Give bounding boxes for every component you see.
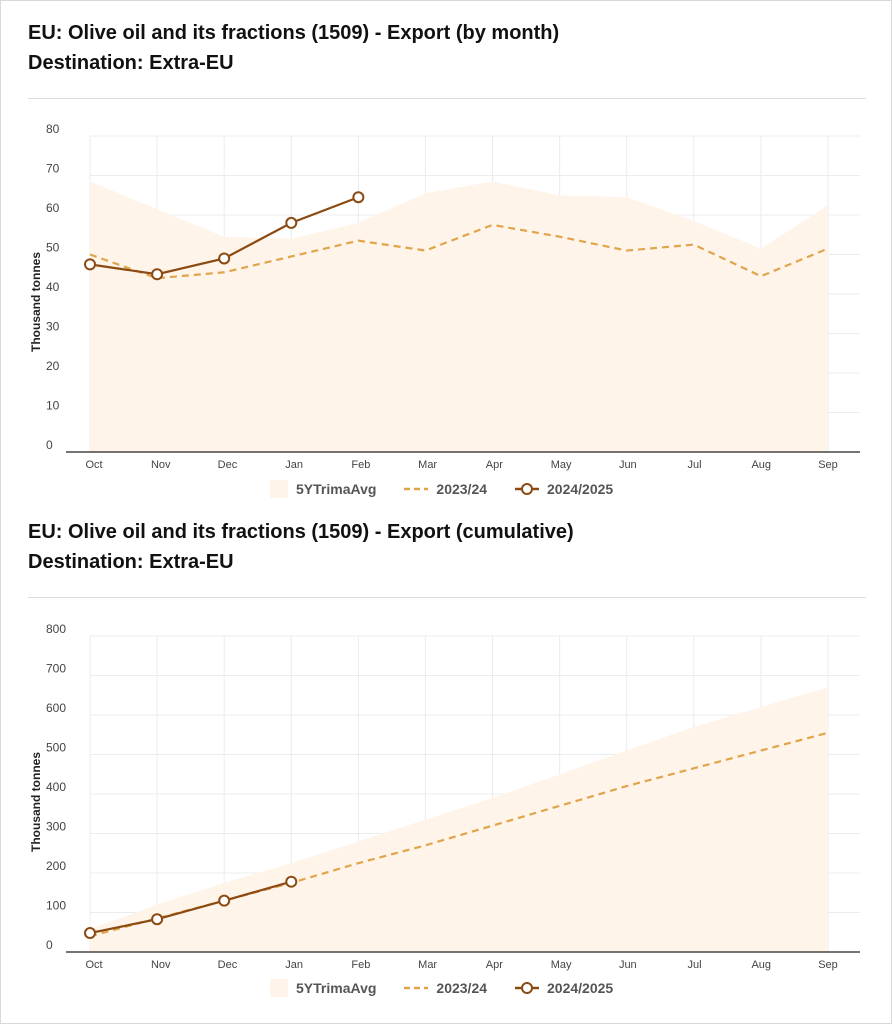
chart-subtitle: Destination: Extra-EU — [28, 551, 234, 573]
marker-line-icon — [515, 483, 540, 495]
x-tick-label: Dec — [218, 459, 238, 471]
legend-item-5ytrimaavg[interactable]: 5YTrimaAvg — [270, 480, 376, 498]
x-tick-label: Jan — [285, 959, 303, 971]
x-tick-label: Jul — [688, 459, 702, 471]
area-swatch-icon — [270, 979, 288, 997]
data-point-2024-2025 — [218, 894, 231, 907]
x-tick-label: Sep — [818, 459, 838, 471]
data-point-2024-2025 — [285, 875, 298, 888]
title-divider — [28, 597, 866, 598]
data-point-2024-2025 — [352, 191, 365, 204]
x-tick-label: Mar — [418, 459, 437, 471]
series-area-5ytrimaavg — [90, 181, 828, 453]
dashed-line-icon — [404, 487, 429, 491]
data-point-2024-2025 — [218, 252, 231, 265]
dashed-line-icon — [404, 986, 429, 990]
y-tick-label: 40 — [46, 280, 60, 294]
legend-label: 2024/2025 — [547, 481, 614, 497]
x-tick-label: May — [551, 459, 572, 471]
x-tick-label: Nov — [151, 959, 171, 971]
y-tick-label: 600 — [46, 701, 66, 715]
y-tick-label: 800 — [46, 622, 66, 636]
legend-item-2023-24[interactable]: 2023/24 — [404, 980, 487, 996]
x-tick-label: Mar — [418, 959, 437, 971]
x-tick-label: Jan — [285, 459, 303, 471]
cumulative-export-chart: 0 100 200 300 400 500 600 700 800 Oct Nov Dec Jan Feb… — [29, 622, 860, 971]
x-tick-label: Feb — [351, 459, 370, 471]
data-point-2024-2025 — [285, 216, 298, 229]
legend-label: 2024/2025 — [547, 980, 614, 996]
y-tick-label: 400 — [46, 780, 66, 794]
chart-subtitle: Destination: Extra-EU — [28, 52, 234, 74]
y-tick-label: 20 — [46, 359, 60, 373]
y-axis-title: Thousand tonnes — [29, 752, 43, 852]
legend-item-2024-2025[interactable]: 2024/2025 — [515, 481, 613, 497]
data-point-2024-2025 — [84, 258, 96, 271]
y-tick-label: 60 — [46, 201, 60, 215]
legend-label: 2023/24 — [436, 980, 488, 996]
x-tick-label: Nov — [151, 459, 171, 471]
series-area-5ytrimaavg — [90, 687, 828, 952]
data-point-2024-2025 — [151, 268, 164, 281]
chart-legend: 5YTrimaAvg 2023/24 2024/2025 — [270, 480, 641, 498]
area-swatch-icon — [270, 480, 288, 498]
x-tick-label: Jul — [688, 959, 702, 971]
data-point-2024-2025 — [151, 913, 164, 926]
legend-item-5ytrimaavg[interactable]: 5YTrimaAvg — [270, 979, 376, 997]
chart-title: EU: Olive oil and its fractions (1509) -… — [28, 22, 560, 44]
legend-label: 5YTrimaAvg — [296, 980, 377, 996]
legend-item-2023-24[interactable]: 2023/24 — [404, 481, 487, 497]
y-tick-label: 700 — [46, 662, 66, 676]
x-tick-label: Apr — [486, 959, 503, 971]
x-tick-label: Sep — [818, 959, 838, 971]
y-tick-label: 50 — [46, 241, 60, 255]
y-tick-label: 30 — [46, 320, 60, 334]
legend-label: 2023/24 — [436, 481, 488, 497]
x-tick-label: Feb — [351, 959, 370, 971]
y-tick-label: 80 — [46, 122, 60, 136]
y-tick-label: 70 — [46, 162, 60, 176]
y-tick-label: 0 — [46, 938, 53, 952]
y-tick-label: 500 — [46, 741, 66, 755]
y-tick-label: 10 — [46, 399, 60, 413]
chart-title: EU: Olive oil and its fractions (1509) -… — [28, 521, 574, 543]
x-tick-label: Apr — [486, 459, 503, 471]
x-tick-label: Jun — [619, 459, 637, 471]
y-tick-label: 0 — [46, 438, 53, 452]
x-tick-label: May — [551, 959, 572, 971]
title-divider — [28, 98, 866, 99]
monthly-export-chart: 0 10 20 30 40 50 60 70 80 Oct Nov Dec Jan Feb Mar Apr Ma… — [29, 122, 860, 471]
series-line-2023-24 — [89, 731, 829, 938]
y-tick-label: 100 — [46, 899, 66, 913]
x-tick-label: Oct — [85, 959, 102, 971]
marker-line-icon — [515, 982, 540, 994]
x-tick-label: Aug — [751, 459, 771, 471]
x-tick-label: Aug — [751, 959, 771, 971]
y-tick-label: 300 — [46, 820, 66, 834]
x-tick-label: Dec — [218, 959, 238, 971]
series-line-2024-2025 — [89, 880, 292, 935]
chart-legend: 5YTrimaAvg 2023/24 2024/2025 — [270, 979, 641, 997]
legend-item-2024-2025[interactable]: 2024/2025 — [515, 980, 613, 996]
legend-label: 5YTrimaAvg — [296, 481, 377, 497]
x-tick-label: Oct — [85, 459, 102, 471]
y-axis-title: Thousand tonnes — [29, 252, 43, 352]
y-tick-label: 200 — [46, 859, 66, 873]
x-tick-label: Jun — [619, 959, 637, 971]
data-point-2024-2025 — [84, 927, 96, 940]
